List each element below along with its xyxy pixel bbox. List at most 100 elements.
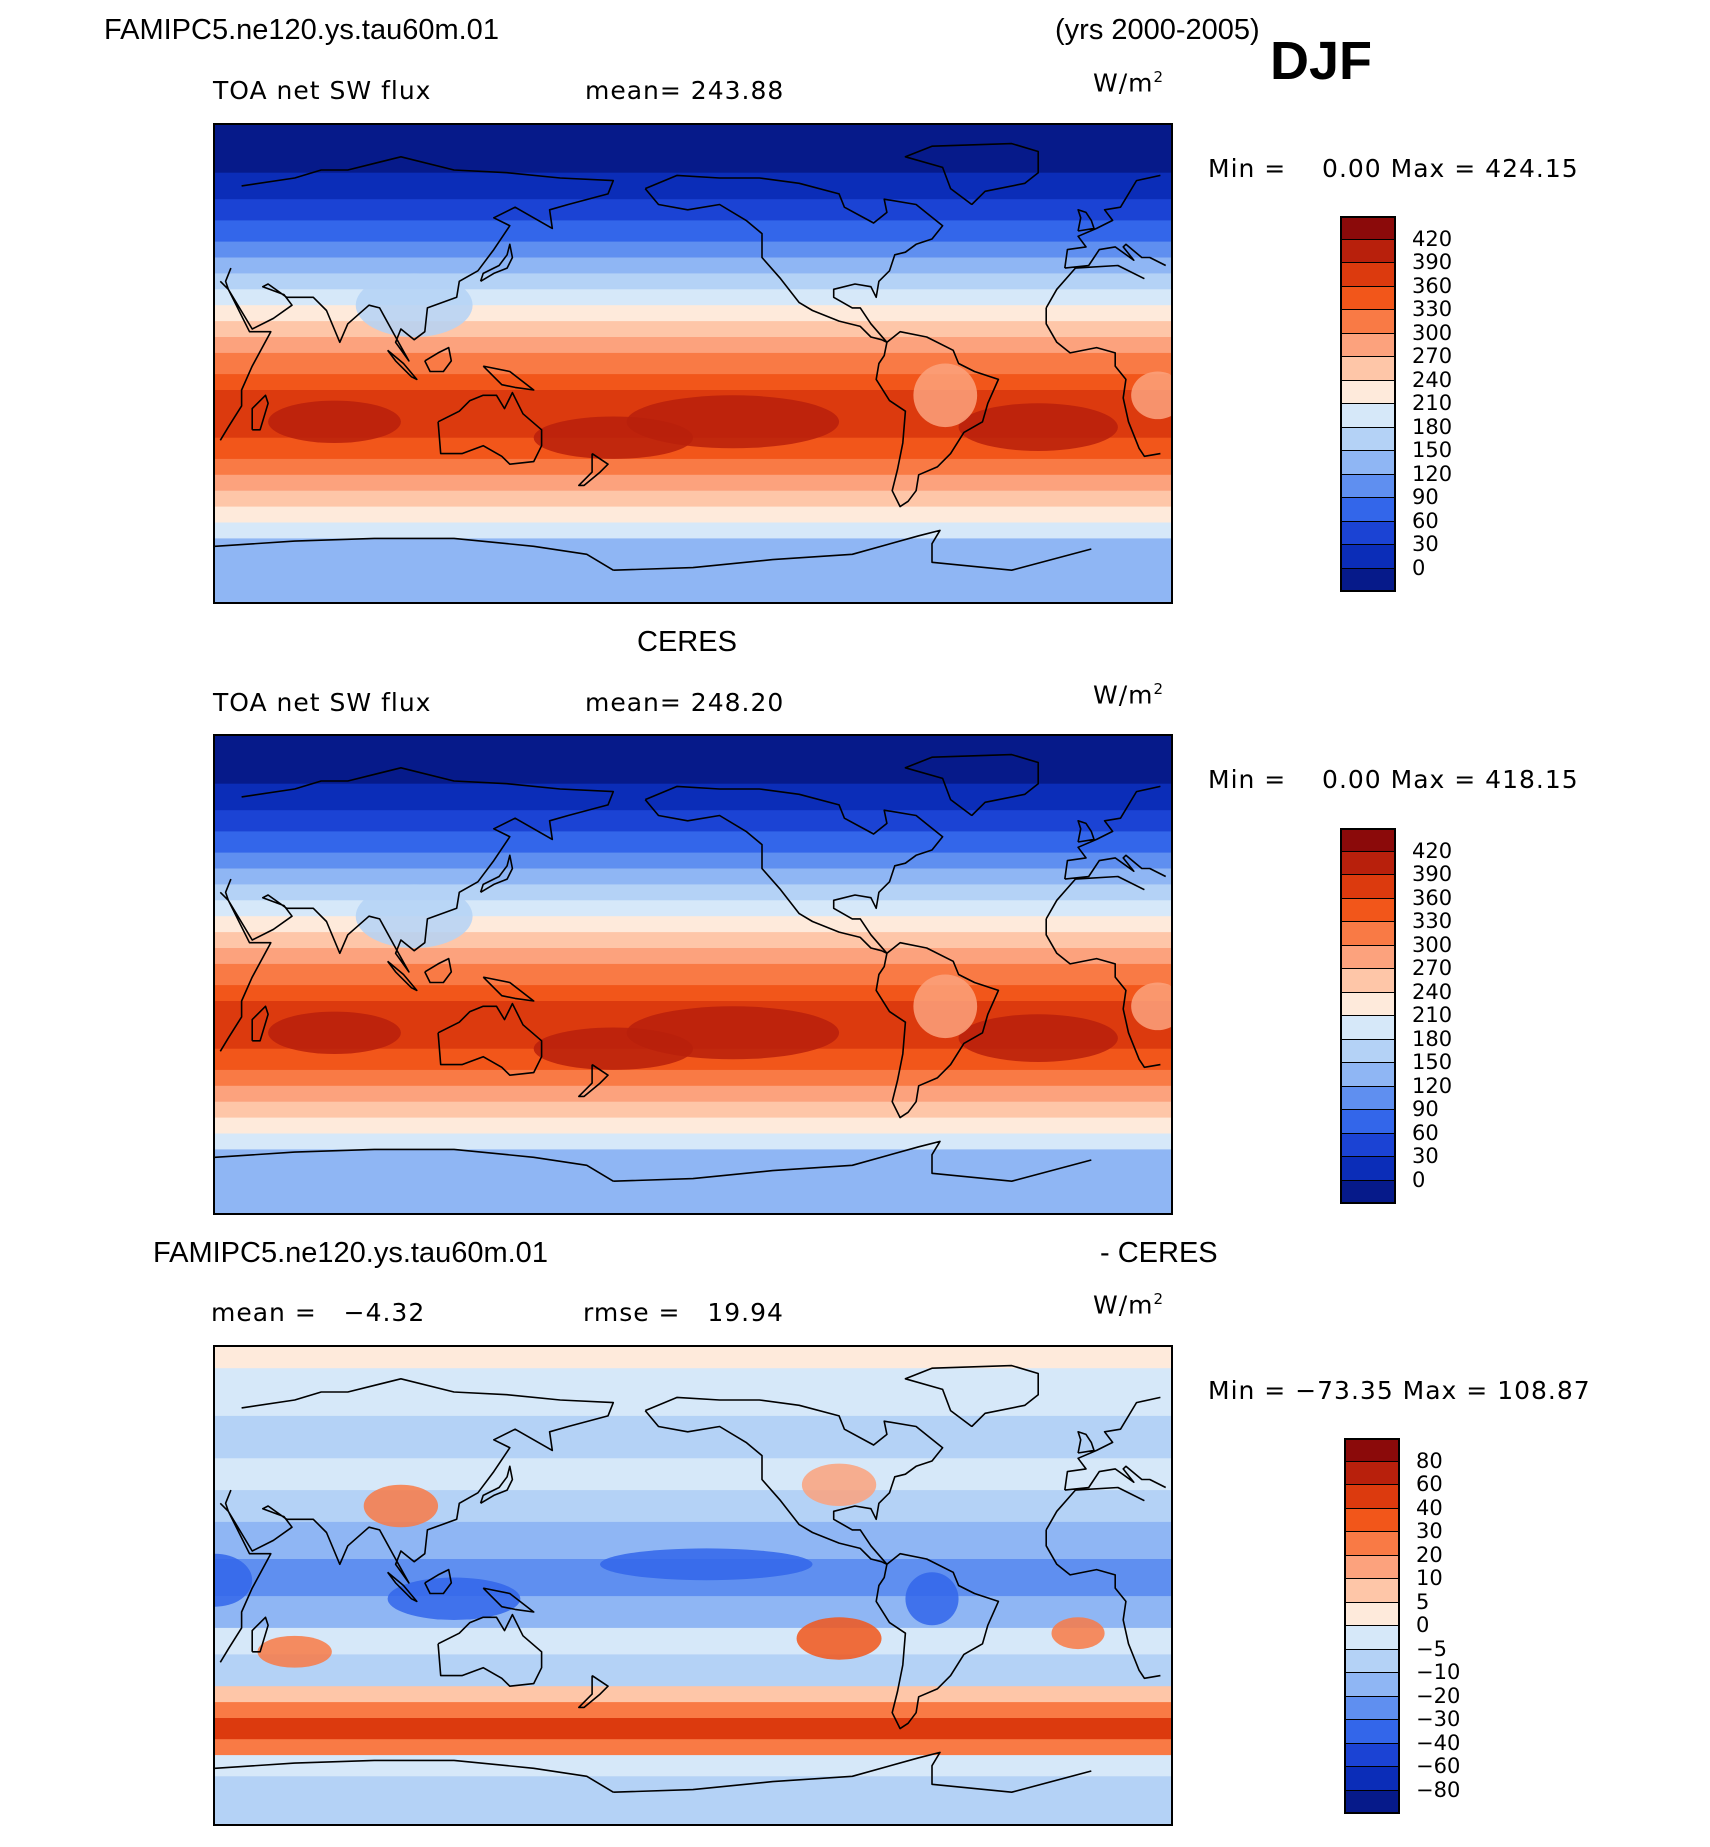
- colorbar-tick-label: 5: [1416, 1589, 1430, 1614]
- field-band: [215, 125, 1171, 174]
- field-anomaly: [533, 1027, 693, 1070]
- field-anomaly: [1131, 371, 1171, 420]
- panel3-title-right: - CERES: [1100, 1237, 1218, 1269]
- field-anomaly: [257, 1635, 332, 1668]
- colorbar-swatch: [1340, 875, 1396, 899]
- field-anomaly: [1131, 982, 1171, 1031]
- colorbar-tick-label: 20: [1416, 1542, 1443, 1567]
- field-band: [215, 831, 1171, 854]
- field-band: [215, 1596, 1171, 1629]
- colorbar-frame: [1340, 216, 1396, 592]
- field-anomaly: [905, 1572, 959, 1626]
- panel3-title: FAMIPC5.ne120.ys.tau60m.01: [153, 1237, 548, 1269]
- panel3-rmse-label: rmse = 19.94: [583, 1298, 784, 1327]
- field-band: [215, 337, 1171, 354]
- colorbar-tick-label: 120: [1412, 461, 1453, 486]
- colorbar-tick-label: 180: [1412, 414, 1453, 439]
- colorbar-tick-label: −20: [1416, 1683, 1461, 1708]
- field-band: [215, 852, 1171, 869]
- colorbar-tick-label: 0: [1412, 555, 1426, 580]
- colorbar-tick-label: −40: [1416, 1730, 1461, 1755]
- panel3-units: W/m2: [1093, 1290, 1165, 1320]
- colorbar-tick-label: −5: [1416, 1636, 1447, 1661]
- colorbar-swatch: [1340, 498, 1396, 522]
- field-band: [215, 1776, 1171, 1824]
- panel3-map: [213, 1345, 1173, 1826]
- colorbar-swatch: [1340, 992, 1396, 1016]
- colorbar-swatch: [1340, 1063, 1396, 1087]
- panel1-min-max: Min = 0.00 Max = 424.15: [1208, 154, 1579, 183]
- map-field: [215, 736, 1171, 1213]
- colorbar-swatch: [1344, 1579, 1400, 1603]
- field-band: [215, 1627, 1171, 1655]
- field-band: [215, 1368, 1171, 1417]
- colorbar-tick-label: 210: [1412, 1003, 1453, 1027]
- colorbar-swatch: [1340, 1157, 1396, 1181]
- colorbar-tick-label: 330: [1412, 297, 1453, 321]
- colorbar-swatch: [1340, 969, 1396, 993]
- field-anomaly: [958, 403, 1118, 451]
- colorbar-tick-label: 330: [1412, 909, 1453, 933]
- colorbar-swatch: [1340, 545, 1396, 569]
- panel2-title: CERES: [637, 626, 737, 658]
- coastlines: [215, 142, 1167, 571]
- colorbar-swatch: [1344, 1649, 1400, 1673]
- colorbar-frame: [1340, 828, 1396, 1204]
- colorbar-swatch: [1340, 1133, 1396, 1157]
- panel1-map: [213, 123, 1173, 604]
- colorbar-swatch: [1340, 1110, 1396, 1134]
- colorbar-swatch: [1340, 404, 1396, 428]
- colorbar-swatch: [1340, 427, 1396, 451]
- colorbar-tick-label: 360: [1412, 273, 1453, 298]
- colorbar-swatch: [1344, 1743, 1400, 1767]
- colorbar-swatch: [1340, 286, 1396, 310]
- map-field: [215, 125, 1171, 602]
- coastlines: [215, 1364, 1167, 1793]
- colorbar-tick-label: −60: [1416, 1754, 1461, 1778]
- colorbar-swatch: [1344, 1485, 1400, 1509]
- field-anomaly: [215, 1553, 253, 1607]
- colorbar-tick-label: 80: [1416, 1448, 1443, 1473]
- field-band: [215, 1490, 1171, 1523]
- colorbar-swatch: [1344, 1696, 1400, 1720]
- field-anomaly: [1051, 1617, 1105, 1650]
- panel3-mean-label: mean = −4.32: [211, 1298, 426, 1327]
- colorbar-tick-label: 300: [1412, 932, 1453, 957]
- colorbar-tick-label: 60: [1416, 1472, 1443, 1496]
- field-band: [215, 273, 1171, 290]
- colorbar-swatch: [1344, 1532, 1400, 1556]
- colorbar-swatch: [1340, 521, 1396, 545]
- colorbar-tick-label: 0: [1416, 1613, 1430, 1637]
- field-band: [215, 1686, 1171, 1703]
- field-band: [215, 868, 1171, 885]
- colorbar-tick-label: 0: [1412, 1167, 1426, 1192]
- colorbar-tick-label: −10: [1416, 1660, 1461, 1684]
- colorbar-swatch: [1344, 1720, 1400, 1744]
- field-band: [215, 474, 1171, 492]
- colorbar-swatch: [1344, 1461, 1400, 1485]
- colorbar-swatch: [1344, 1438, 1400, 1462]
- field-band: [215, 1133, 1171, 1150]
- colorbar-frame: [1344, 1438, 1400, 1814]
- field-band: [215, 932, 1171, 949]
- field-band: [215, 374, 1171, 391]
- colorbar-tick-label: 10: [1416, 1566, 1443, 1590]
- panel3-min-max: Min = −73.35 Max = 108.87: [1208, 1376, 1591, 1405]
- colorbar-swatch: [1344, 1673, 1400, 1697]
- field-band: [215, 736, 1171, 785]
- colorbar-swatch: [1344, 1767, 1400, 1791]
- field-anomaly: [355, 884, 473, 948]
- season-label: DJF: [1270, 31, 1373, 91]
- colorbar-swatch: [1340, 945, 1396, 969]
- field-band: [215, 257, 1171, 274]
- colorbar-swatch: [1340, 828, 1396, 852]
- field-band: [215, 241, 1171, 258]
- field-band: [215, 1458, 1171, 1491]
- field-band: [215, 538, 1171, 602]
- field-band: [215, 458, 1171, 476]
- colorbar-tick-label: 420: [1412, 226, 1453, 251]
- colorbar-tick-label: 90: [1412, 1097, 1439, 1121]
- colorbar-swatch: [1344, 1555, 1400, 1579]
- colorbar-swatch: [1340, 451, 1396, 475]
- colorbar-swatch: [1340, 474, 1396, 498]
